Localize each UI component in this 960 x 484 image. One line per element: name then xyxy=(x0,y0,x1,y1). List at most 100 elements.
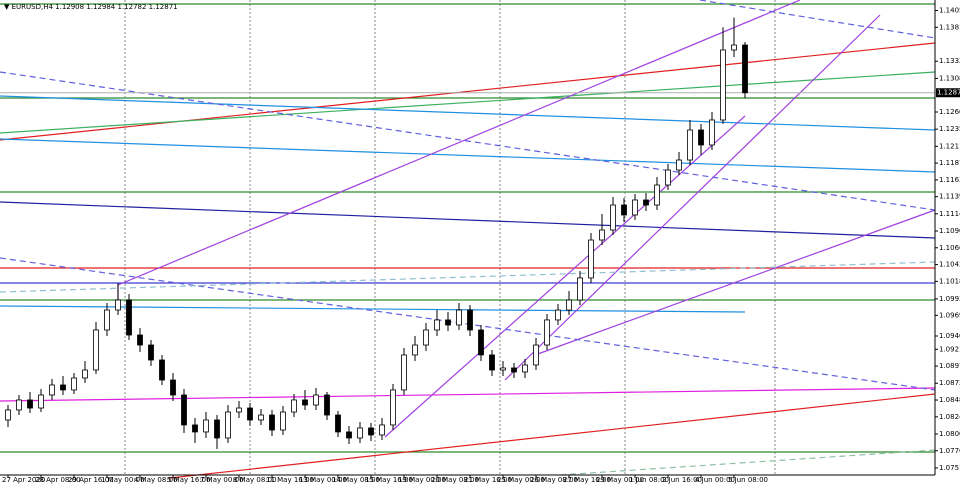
x-tick-label: 14 May 08:00 xyxy=(332,476,380,484)
y-tick-label: 1.08000 xyxy=(939,430,960,438)
candle-body xyxy=(346,431,352,439)
candle-body xyxy=(698,129,704,146)
candle-body xyxy=(324,394,330,416)
x-tick-label: 5 May 16:00 xyxy=(167,476,211,484)
candle-body xyxy=(489,354,495,371)
y-tick-label: 1.13325 xyxy=(939,57,960,65)
trend-line xyxy=(0,305,746,313)
x-tick-label: 21 May 16:00 xyxy=(464,476,512,484)
x-tick-label: 27 Apr 2020 xyxy=(2,476,45,484)
x-tick-label: 2 Jun 16:00 xyxy=(662,476,702,484)
drawing-objects xyxy=(0,0,936,479)
candle-body xyxy=(533,344,539,366)
y-tick-label: 1.12110 xyxy=(939,142,960,150)
candle-body xyxy=(434,319,440,331)
trend-line xyxy=(0,201,936,239)
candle-body xyxy=(401,354,407,391)
y-tick-label: 1.10660 xyxy=(939,244,960,252)
candle-body xyxy=(148,344,154,361)
y-tick-label: 1.12355 xyxy=(939,125,960,133)
y-tick-label: 1.14050 xyxy=(939,6,960,14)
dashed-line xyxy=(559,449,936,476)
current-price-label: 1.12875 xyxy=(937,89,960,97)
x-tick-label: 11 May 16:00 xyxy=(266,476,314,484)
candle-body xyxy=(269,414,275,431)
candle-body xyxy=(423,329,429,346)
candle-body xyxy=(610,204,616,231)
candle-body xyxy=(236,407,242,413)
dashed-line xyxy=(0,71,936,211)
candle-body xyxy=(467,309,473,331)
x-tick-label: 20 May 08:00 xyxy=(431,476,479,484)
candle-body xyxy=(5,409,11,421)
candle-body xyxy=(38,394,44,409)
candle-body xyxy=(181,394,187,426)
y-tick-label: 1.09400 xyxy=(939,332,960,340)
candle-body xyxy=(291,399,297,413)
candle-body xyxy=(368,427,374,436)
candle-body xyxy=(588,239,594,279)
candle-body xyxy=(60,384,66,391)
candle-body xyxy=(742,44,748,94)
candle-body xyxy=(27,399,33,409)
candle-body xyxy=(247,407,253,421)
y-tick-label: 1.11145 xyxy=(939,210,960,218)
price-label-box xyxy=(936,88,960,98)
x-tick-label: 27 May 16:00 xyxy=(563,476,611,484)
candle-body xyxy=(126,299,132,336)
y-tick-label: 1.11630 xyxy=(939,176,960,184)
candle-body xyxy=(335,414,341,433)
candles xyxy=(5,17,748,449)
y-tick-label: 1.10180 xyxy=(939,277,960,285)
x-tick-label: 1 May 00:00 xyxy=(101,476,145,484)
candle-body xyxy=(313,394,319,406)
candle-body xyxy=(720,49,726,121)
x-tick-label: 26 May 08:00 xyxy=(530,476,578,484)
x-tick-label: 8 May 08:00 xyxy=(233,476,277,484)
y-tick-label: 1.10420 xyxy=(939,261,960,269)
candle-body xyxy=(445,319,451,326)
trend-line xyxy=(0,387,936,402)
candle-body xyxy=(643,199,649,206)
candle-body xyxy=(566,299,572,311)
x-tick-label: 15 May 16:00 xyxy=(365,476,413,484)
channel-line xyxy=(117,0,801,286)
y-tick-label: 1.10900 xyxy=(939,227,960,235)
candle-body xyxy=(456,309,462,326)
candle-body xyxy=(16,399,22,411)
candle-body xyxy=(654,184,660,206)
y-tick-label: 1.12600 xyxy=(939,108,960,116)
y-tick-label: 1.09695 xyxy=(939,311,960,319)
y-tick-label: 1.08245 xyxy=(939,413,960,421)
trend-line xyxy=(0,138,936,173)
candle-body xyxy=(478,329,484,356)
x-tick-label: 13 May 00:00 xyxy=(299,476,347,484)
candle-body xyxy=(357,427,363,439)
trend-line xyxy=(169,393,936,479)
candle-body xyxy=(621,204,627,216)
x-tick-label: 1 Jun 08:00 xyxy=(629,476,669,484)
candle-body xyxy=(93,329,99,371)
candle-body xyxy=(203,419,209,433)
candle-body xyxy=(709,119,715,146)
candle-body xyxy=(302,399,308,406)
candle-body xyxy=(412,344,418,356)
y-tick-label: 1.08970 xyxy=(939,362,960,370)
candle-body xyxy=(137,334,143,346)
candle-body xyxy=(511,367,517,373)
candle-body xyxy=(687,129,693,161)
chart-title: ▼ EURUSD,H4 1.12908 1.12984 1.12782 1.12… xyxy=(4,3,178,11)
candle-body xyxy=(676,159,682,171)
candle-body xyxy=(280,411,286,431)
candle-body xyxy=(258,414,264,421)
trend-line xyxy=(0,42,936,141)
y-tick-label: 1.09210 xyxy=(939,345,960,353)
candle-body xyxy=(49,384,55,396)
candle-body xyxy=(115,299,121,311)
y-tick-label: 1.08725 xyxy=(939,379,960,387)
candle-body xyxy=(632,199,638,216)
x-tick-label: 29 Apr 16:00 xyxy=(68,476,114,484)
